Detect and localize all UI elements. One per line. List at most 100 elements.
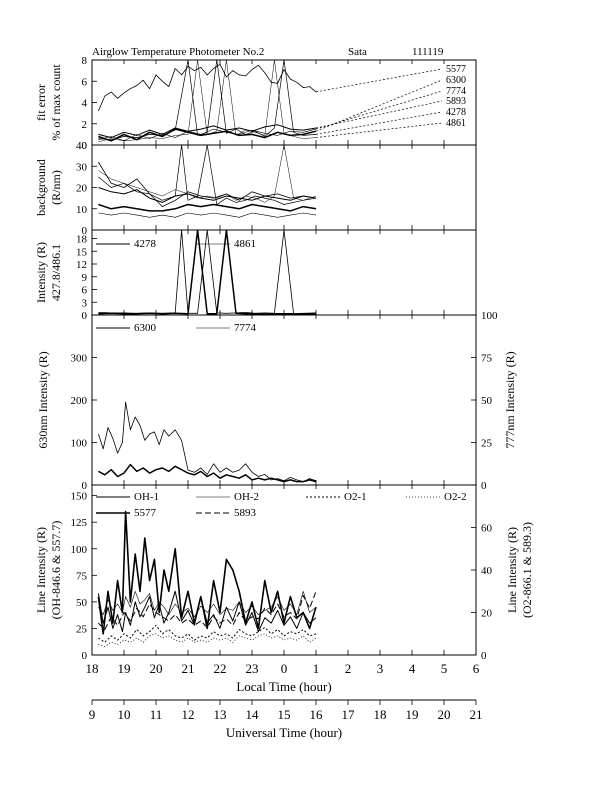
panel-intensity-6300-7774: 0 100 200 300 0 25 50 75 100 630nm Intensity (R) 7… [36,310,517,492]
y-tick-label: 12 [76,259,87,271]
legend-label-4861: 4861 [234,238,256,250]
series-line-5577 [98,161,317,208]
legend-leader [315,90,443,130]
y-tick-label: 20 [76,183,88,195]
y-tick-label-right: 40 [481,565,493,577]
local-time-tick: 22 [214,661,227,676]
local-time-tick: 5 [441,661,448,676]
series-line-5577 [98,63,317,112]
local-time-tick: 2 [345,661,352,676]
series-line-5893 [98,124,317,139]
legend-label-6300: 6300 [134,322,157,334]
legend-leader [315,111,443,135]
y-tick-label: 4 [82,98,88,110]
y-axis-label: 427.8/486.1 [49,244,63,301]
y-tick-label: 300 [71,353,88,365]
series-line-4278 [98,60,317,141]
y-axis-label: Intensity (R) [34,242,48,303]
ut-tick-label: 21 [470,707,483,722]
series-line-O2-1 [98,624,317,643]
series-line-7774 [98,212,317,218]
legend-leader [315,79,443,132]
legend-label-4861: 4861 [446,118,466,129]
y-tick-label-right: 60 [481,523,493,535]
panel-fit-error: 0 2 4 6 8 fit error% of max count [34,55,477,152]
series-line-6300 [98,401,317,483]
y-axis-label: fit error [34,84,48,121]
legend-label-7774: 7774 [234,322,257,334]
series-line-O2-2 [98,633,317,647]
y-tick-label: 75 [76,570,88,582]
series-line-4861 [98,230,317,315]
panel-background: 0 10 20 30 40 background (R/nm) [34,140,477,237]
legend-label-5577: 5577 [134,507,157,519]
legend-leader [315,100,443,129]
y-axis-label: 630nm Intensity (R) [36,351,50,448]
legend-label-4278: 4278 [446,107,466,118]
series-group [98,145,317,218]
y-axis-label: % of max count [49,64,63,141]
panel-frame [91,314,477,486]
y-tick-label: 25 [76,623,88,635]
series-line-4861 [98,60,317,143]
legend-label-7774: 7774 [446,86,466,97]
y-axis-label: background [34,159,48,216]
panel-line-intensity: 0 25 50 75 100 125 150 0 20 40 60 Line Intensity (R… [34,484,534,662]
ut-tick-label: 12 [182,707,195,722]
local-time-tick: 1 [313,661,320,676]
y-tick-label-right: 75 [481,353,493,365]
series-line-5893 [98,187,317,203]
y-axis-label-right: Line Intensity (R) [505,527,519,613]
ut-tick-label: 10 [118,707,131,722]
figure-header: Airglow Temperature Photometer No.2 Sata… [92,46,444,58]
y-tick-label-right: 0 [481,650,487,662]
y-tick-label-right: 25 [481,438,493,450]
ut-tick-label: 17 [342,707,356,722]
ut-label: Universal Time (hour) [226,725,342,740]
y-axis-label: (OH-846.6 & 557.7) [49,521,63,620]
legend-label-5893: 5893 [446,96,466,107]
series-line-5577 [97,510,317,635]
ut-tick-label: 20 [438,707,451,722]
y-tick-label: 100 [71,438,88,450]
legend-leader [315,122,443,138]
y-tick-label: 8 [82,55,88,67]
y-tick-label-right: 0 [481,480,487,492]
y-tick-label: 200 [71,395,88,407]
series-line-4861 [98,145,317,203]
y-tick-label: 18 [76,234,88,246]
y-tick-label: 30 [76,161,88,173]
local-time-tick: 20 [150,661,163,676]
legend-label-O2-2: O2-2 [444,491,467,503]
y-axis-label: (R/nm) [49,170,63,205]
date-code: 111119 [412,46,444,58]
figure-title: Airglow Temperature Photometer No.2 [92,46,264,58]
series-line-6300 [98,203,317,212]
series-line-5893 [98,591,317,630]
ut-tick-label: 13 [214,707,227,722]
y-tick-label-right: 50 [481,395,493,407]
y-axis-label-right: 777nm Intensity (R) [503,351,517,448]
y-tick-label: 10 [76,204,88,216]
local-time-tick: 19 [118,661,131,676]
legend-label-OH-2: OH-2 [234,491,259,503]
legend-label-O2-1: O2-1 [344,491,367,503]
y-tick-label: 100 [71,544,88,556]
ut-tick-label: 16 [310,707,324,722]
y-tick-label: 3 [82,297,88,309]
local-time-tick: 3 [377,661,384,676]
y-tick-label: 9 [82,272,88,284]
local-time-tick: 6 [473,661,480,676]
y-tick-label: 125 [71,517,88,529]
y-axis-label-right: (O2-866.1 & 589.3) [520,522,534,618]
series-line-7774 [98,463,317,483]
local-time-tick: 21 [182,661,195,676]
legend-label-5577: 5577 [446,64,466,75]
y-tick-label: 150 [71,491,88,503]
y-tick-label: 0 [82,310,88,322]
series-group [98,230,317,315]
ut-tick-label: 19 [406,707,419,722]
